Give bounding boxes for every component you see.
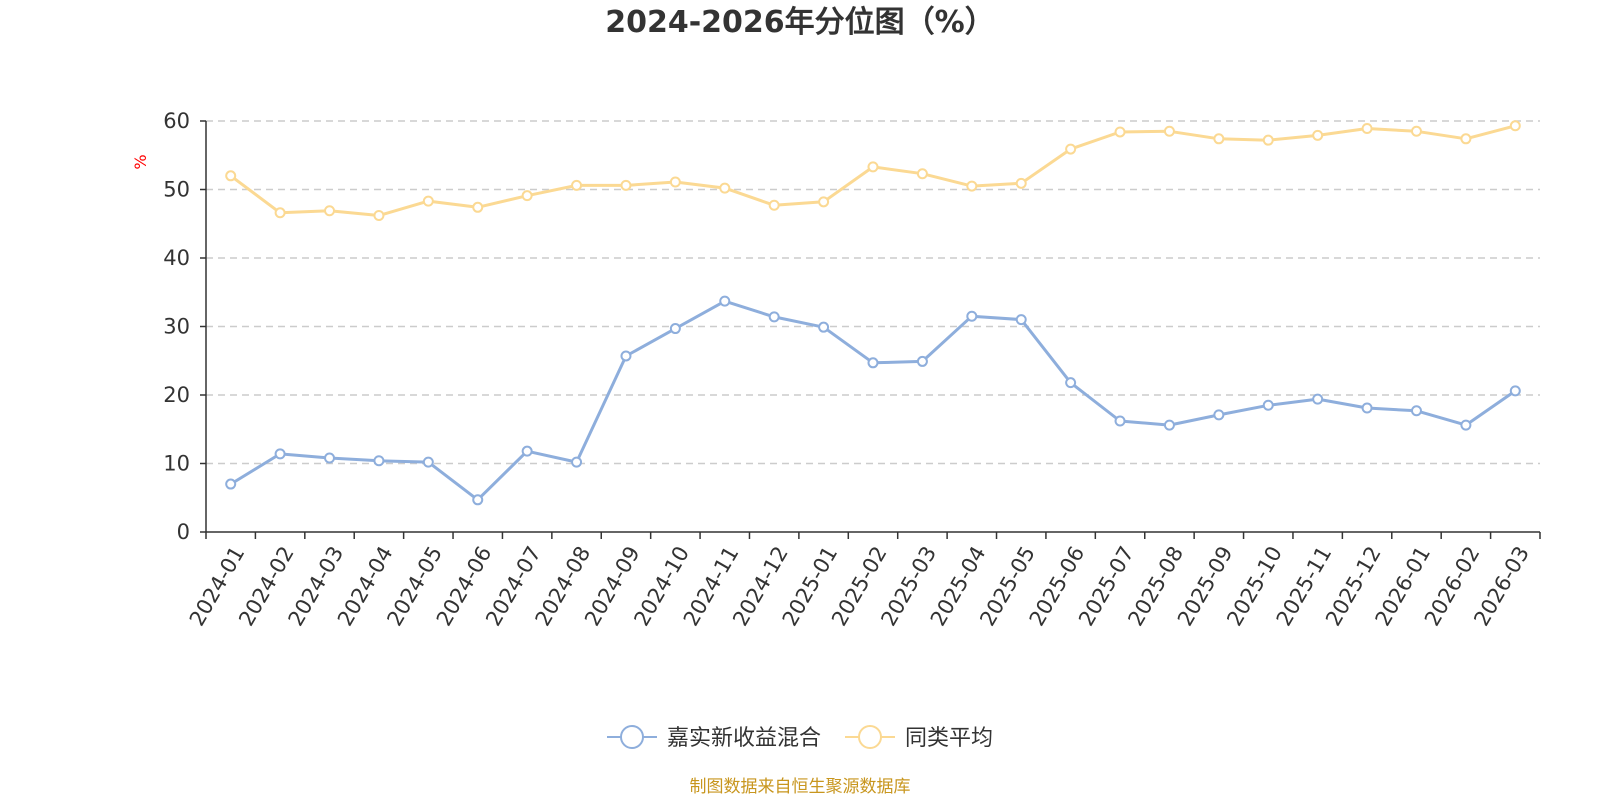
data-point[interactable] <box>225 170 237 182</box>
y-tick-label: 60 <box>163 109 190 133</box>
y-tick-label: 20 <box>163 383 190 407</box>
data-point[interactable] <box>225 478 237 490</box>
data-point[interactable] <box>620 350 632 362</box>
data-point[interactable] <box>768 199 780 211</box>
data-point[interactable] <box>571 179 583 191</box>
data-point[interactable] <box>1262 134 1274 146</box>
y-tick-label: 50 <box>163 178 190 202</box>
data-point[interactable] <box>916 355 928 367</box>
data-point[interactable] <box>1015 314 1027 326</box>
data-point[interactable] <box>324 452 336 464</box>
data-point[interactable] <box>1460 419 1472 431</box>
data-point[interactable] <box>1460 133 1472 145</box>
data-point[interactable] <box>719 295 731 307</box>
data-point[interactable] <box>373 455 385 467</box>
data-point[interactable] <box>1114 415 1126 427</box>
data-point[interactable] <box>521 190 533 202</box>
data-point[interactable] <box>422 195 434 207</box>
data-point[interactable] <box>324 205 336 217</box>
series-layer <box>225 120 1521 506</box>
data-point[interactable] <box>472 494 484 506</box>
data-point[interactable] <box>1361 402 1373 414</box>
data-point[interactable] <box>1361 123 1373 135</box>
data-point[interactable] <box>521 445 533 457</box>
data-point[interactable] <box>867 161 879 173</box>
legend-label: 嘉实新收益混合 <box>667 726 821 751</box>
data-point[interactable] <box>571 456 583 468</box>
data-point[interactable] <box>274 207 286 219</box>
legend-marker <box>858 725 882 749</box>
data-point[interactable] <box>1213 133 1225 145</box>
data-point[interactable] <box>1163 125 1175 137</box>
data-point[interactable] <box>1015 177 1027 189</box>
data-point[interactable] <box>1213 409 1225 421</box>
legend-label: 同类平均 <box>905 726 993 751</box>
data-point[interactable] <box>472 201 484 213</box>
data-point[interactable] <box>620 179 632 191</box>
y-tick-label: 40 <box>163 246 190 270</box>
data-point[interactable] <box>274 448 286 460</box>
gridlines <box>206 120 1540 465</box>
y-tick-label: 10 <box>163 452 190 476</box>
data-point[interactable] <box>373 210 385 222</box>
data-point[interactable] <box>768 311 780 323</box>
data-point[interactable] <box>818 196 830 208</box>
y-axis-unit: % <box>131 154 150 169</box>
data-point[interactable] <box>818 321 830 333</box>
data-point[interactable] <box>422 456 434 468</box>
data-point[interactable] <box>916 168 928 180</box>
y-tick-label: 30 <box>163 315 190 339</box>
data-point[interactable] <box>1065 143 1077 155</box>
data-point[interactable] <box>1312 393 1324 405</box>
data-point[interactable] <box>719 182 731 194</box>
data-point[interactable] <box>1509 385 1521 397</box>
data-point[interactable] <box>669 176 681 188</box>
data-point[interactable] <box>1509 120 1521 132</box>
data-point[interactable] <box>1262 399 1274 411</box>
data-point[interactable] <box>867 357 879 369</box>
data-point[interactable] <box>966 310 978 322</box>
source-note: 制图数据来自恒生聚源数据库 <box>690 777 911 797</box>
legend-item-0[interactable]: 嘉实新收益混合 <box>607 725 821 751</box>
data-point[interactable] <box>1312 129 1324 141</box>
axes: 01020304050602024-012024-022024-032024-0… <box>163 109 1541 630</box>
data-point[interactable] <box>1065 377 1077 389</box>
data-point[interactable] <box>966 180 978 192</box>
series-1 <box>225 120 1521 222</box>
data-point[interactable] <box>669 323 681 335</box>
legend: 嘉实新收益混合 同类平均 <box>607 725 993 751</box>
data-point[interactable] <box>1410 405 1422 417</box>
data-point[interactable] <box>1163 419 1175 431</box>
data-point[interactable] <box>1410 125 1422 137</box>
y-tick-label: 0 <box>177 520 190 544</box>
legend-item-1[interactable]: 同类平均 <box>845 725 993 751</box>
chart-title: 2024-2026年分位图（%） <box>605 5 995 40</box>
data-point[interactable] <box>1114 126 1126 138</box>
legend-marker <box>620 725 644 749</box>
series-0 <box>225 295 1521 506</box>
